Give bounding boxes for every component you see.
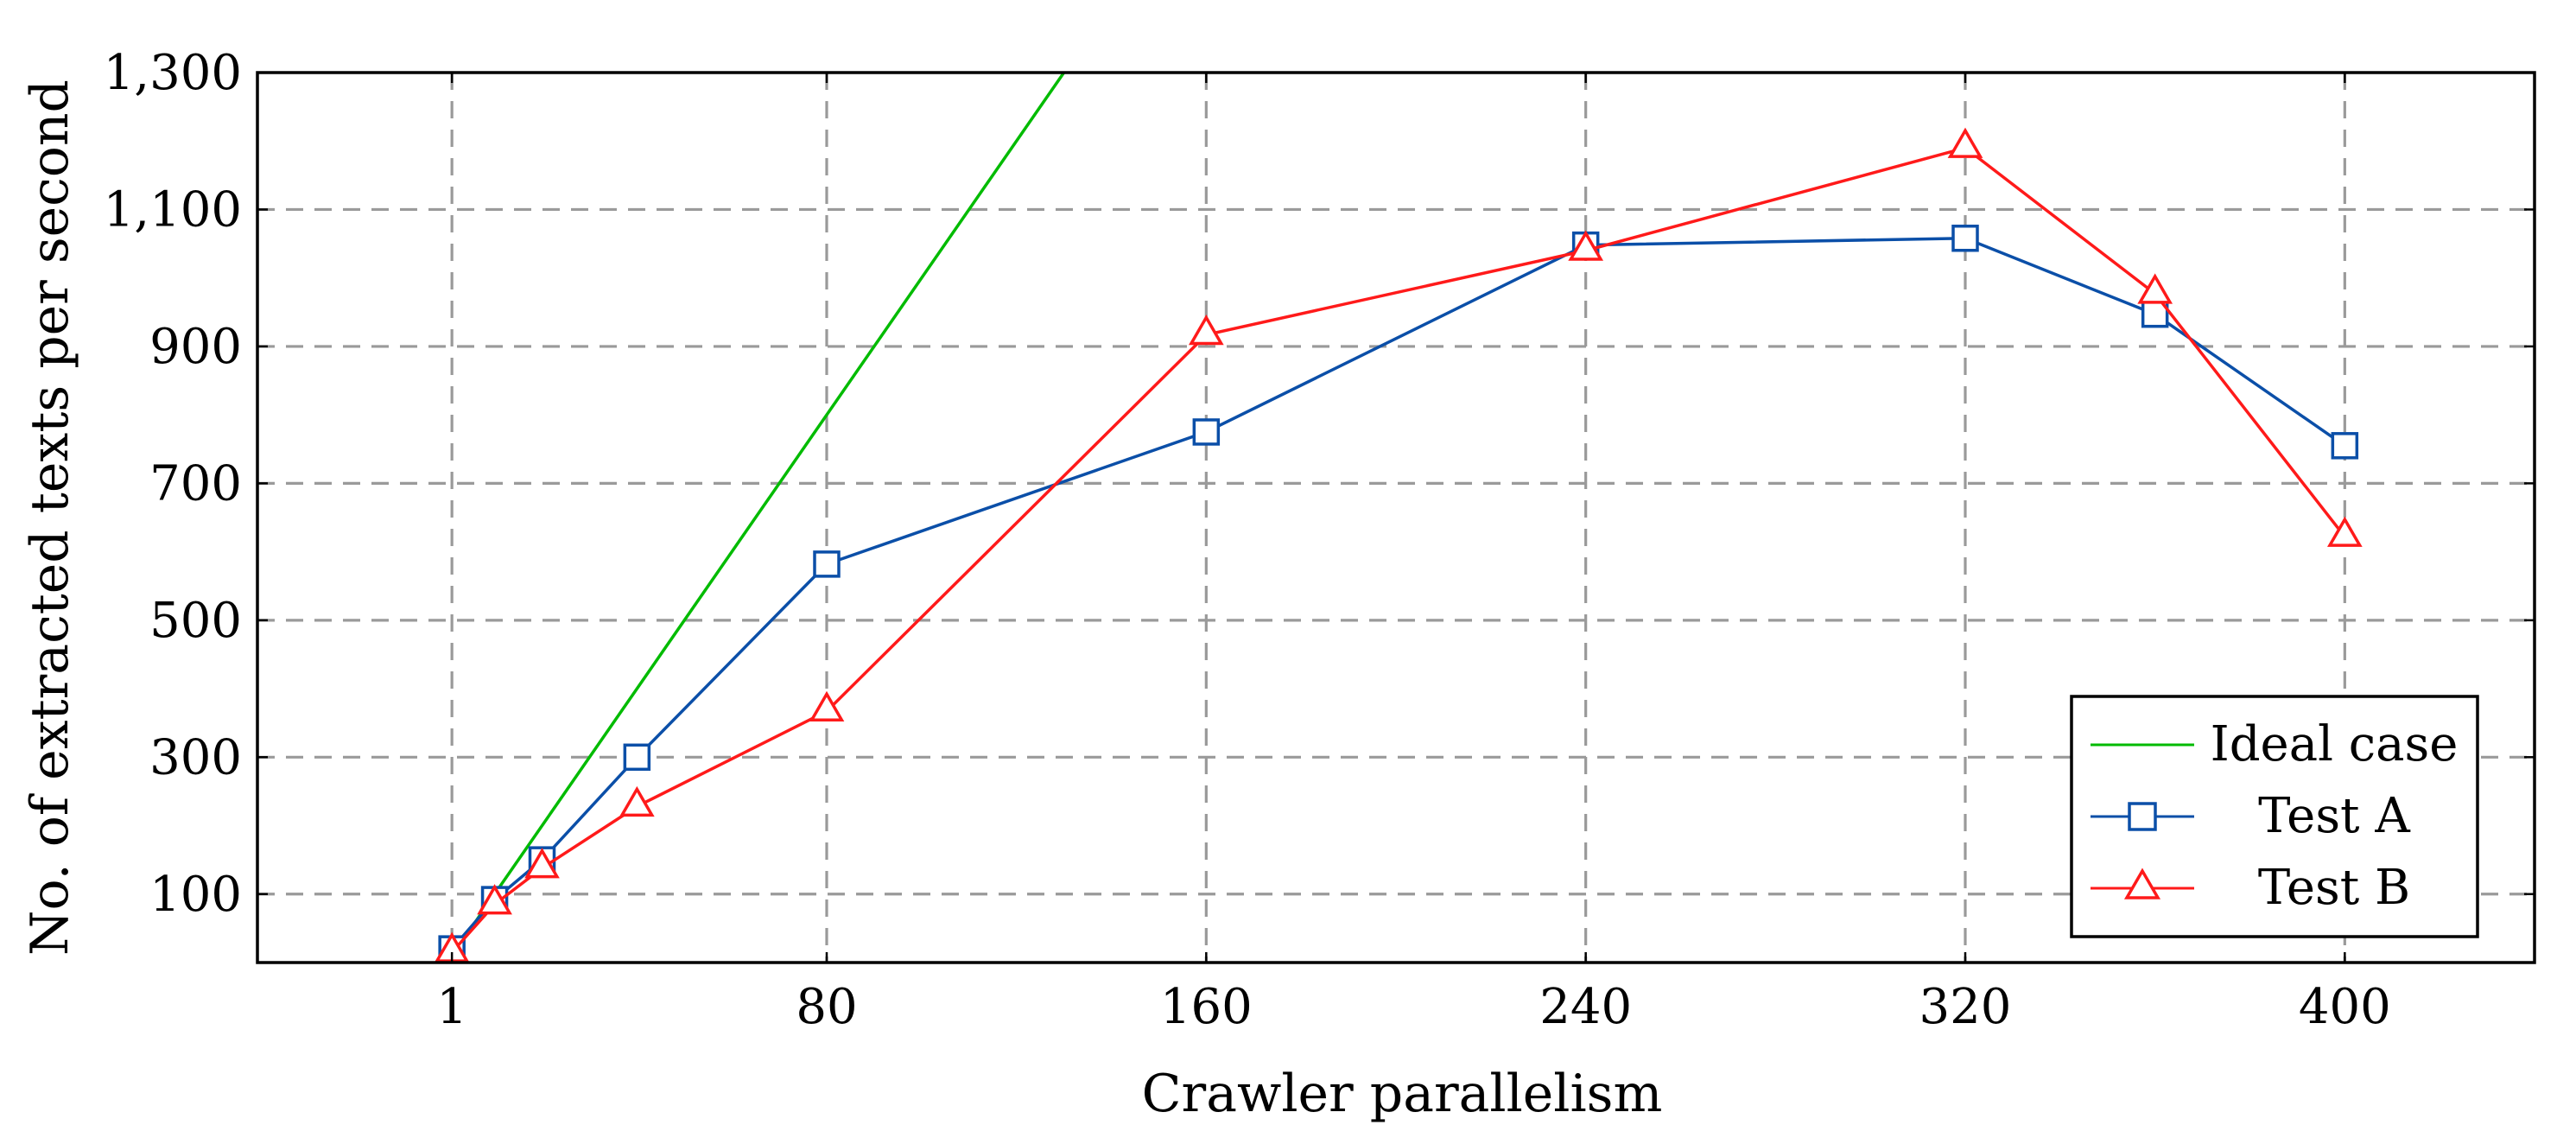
test-a-line (450, 236, 2346, 950)
y-tick-label: 1,300 (104, 45, 242, 101)
legend-square-marker (2128, 802, 2157, 831)
test-b-line (450, 146, 2346, 954)
test-a-point (2331, 432, 2359, 460)
x-tick-label: 80 (796, 979, 857, 1035)
x-axis: 1 80 160 240 320 400 (436, 73, 2391, 1035)
x-tick-label: 320 (1919, 979, 2012, 1035)
legend-entry-test-a: Test A (2091, 788, 2410, 844)
x-tick-label: 400 (2299, 979, 2391, 1035)
y-tick-label: 300 (149, 729, 242, 785)
y-axis: 100 300 500 700 900 1,100 1,300 (104, 45, 2535, 923)
test-b-point (1568, 230, 1604, 261)
legend-label-ideal-case: Ideal case (2211, 716, 2459, 772)
test-a-point (623, 743, 651, 772)
x-tick-label: 240 (1539, 979, 1632, 1035)
legend-entry-test-b: Test B (2091, 860, 2410, 916)
legend-entry-ideal-case: Ideal case (2091, 716, 2458, 772)
y-tick-label: 900 (149, 319, 242, 375)
legend-triangle-marker (2123, 868, 2161, 899)
test-b-point (1947, 127, 1983, 158)
plot-frame (256, 71, 2536, 964)
legend-label-test-b: Test B (2258, 860, 2410, 916)
ideal-case-line (450, 72, 1066, 957)
test-a-point (813, 550, 841, 578)
test-a-point (1951, 224, 1979, 252)
test-b-point (524, 848, 560, 879)
test-b-series (434, 127, 2363, 963)
ideal-case-line (450, 72, 1066, 957)
x-axis-title: Crawler parallelism (1142, 1064, 1663, 1124)
test-b-point (2326, 516, 2363, 547)
test-b-point (619, 785, 655, 817)
y-tick-label: 1,100 (104, 181, 242, 238)
test-a-series (438, 224, 2359, 963)
y-axis-title: No. of extracted texts per second (20, 79, 80, 956)
y-tick-label: 700 (149, 455, 242, 512)
legend: Ideal case Test A Test B (2070, 695, 2479, 938)
y-tick-label: 500 (149, 593, 242, 649)
test-b-point (1188, 314, 1224, 346)
x-tick-label: 1 (436, 979, 467, 1035)
legend-label-test-a: Test A (2258, 788, 2410, 844)
test-b-point (477, 884, 512, 915)
test-b-point (2137, 273, 2173, 304)
test-b-point (809, 690, 845, 721)
test-a-point (1192, 418, 1221, 446)
x-tick-label: 160 (1160, 979, 1253, 1035)
y-tick-label: 100 (149, 867, 242, 923)
